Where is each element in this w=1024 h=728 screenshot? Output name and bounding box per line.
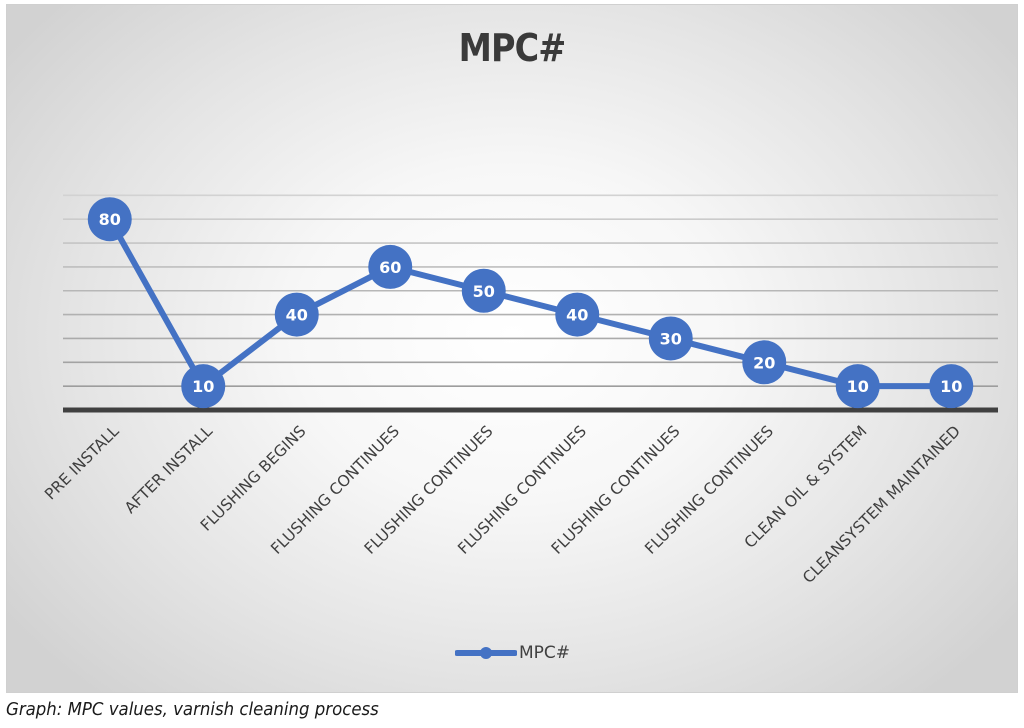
- data-marker: [742, 340, 787, 385]
- legend-line-marker-icon: [455, 647, 517, 659]
- legend-label: MPC#: [519, 643, 571, 663]
- data-marker: [929, 364, 974, 409]
- chart-title: MPC#: [458, 26, 567, 70]
- data-point: 10: [835, 364, 880, 409]
- data-label: 60: [379, 258, 401, 277]
- data-marker: [368, 244, 413, 289]
- data-point: 30: [648, 316, 693, 361]
- data-label: 50: [473, 282, 495, 301]
- data-point: 40: [555, 292, 600, 337]
- data-marker: [461, 268, 506, 313]
- data-marker: [555, 292, 600, 337]
- x-axis-label: CLEANSYSTEM MAINTAINED: [799, 422, 964, 587]
- data-point: 40: [274, 292, 319, 337]
- data-point: 50: [461, 268, 506, 313]
- data-label: 40: [566, 306, 588, 325]
- data-point: 10: [929, 364, 974, 409]
- gridlines: [63, 194, 998, 387]
- data-point: 10: [181, 364, 226, 409]
- x-axis-label: PRE INSTALL: [41, 422, 123, 504]
- data-label: 10: [847, 377, 869, 396]
- data-label: 20: [753, 353, 775, 372]
- data-label: 30: [660, 329, 682, 348]
- data-marker: [835, 364, 880, 409]
- data-point: 80: [87, 197, 132, 242]
- data-marker: [648, 316, 693, 361]
- x-axis-label: AFTER INSTALL: [121, 422, 216, 517]
- data-marker: [87, 197, 132, 242]
- x-axis-label: FLUSHING BEGINS: [197, 422, 310, 535]
- series-line: [107, 217, 952, 390]
- data-marker: [181, 364, 226, 409]
- data-label: 10: [940, 377, 962, 396]
- legend: MPC#: [455, 643, 570, 663]
- data-points: 80 10 40 60 50 40 30 20 10 10: [87, 197, 974, 409]
- data-marker: [274, 292, 319, 337]
- data-label: 40: [286, 306, 308, 325]
- data-point: 20: [742, 340, 787, 385]
- data-label: 10: [192, 377, 214, 396]
- data-label: 80: [99, 210, 121, 229]
- figure-caption: Graph: MPC values, varnish cleaning proc…: [6, 699, 379, 720]
- data-point: 60: [368, 244, 413, 289]
- chart-area: [6, 4, 1018, 693]
